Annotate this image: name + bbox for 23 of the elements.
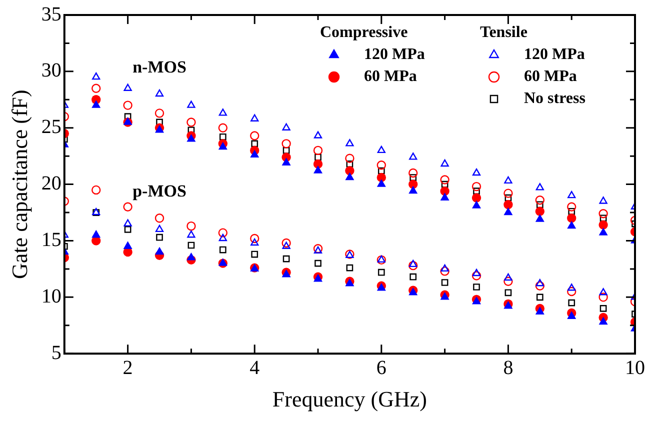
annotation: Compressive [320, 24, 408, 42]
legend-label: 60 MPa [524, 68, 577, 86]
x-tick-label: 2 [122, 356, 133, 379]
annotation: Tensile [480, 24, 528, 42]
x-axis-title: Frequency (GHz) [272, 386, 427, 412]
legend-label: 120 MPa [364, 46, 425, 64]
annotation: p-MOS [132, 182, 186, 201]
y-tick-label: 25 [41, 116, 62, 138]
legend-label: No stress [524, 90, 586, 108]
x-tick-label: 4 [250, 356, 260, 379]
y-axis-title: Gate capacitance (fF) [6, 90, 32, 279]
annotation: n-MOS [132, 57, 186, 76]
x-tick-label: 10 [625, 356, 645, 379]
y-tick-label: 10 [41, 285, 62, 308]
legend-label: 60 MPa [364, 68, 417, 86]
x-tick-label: 6 [376, 356, 386, 379]
x-tick-label: 8 [503, 356, 514, 379]
y-tick-label: 20 [41, 172, 62, 195]
legend-label: 120 MPa [524, 46, 585, 64]
y-tick-label: 5 [51, 342, 62, 364]
y-tick-label: 30 [41, 60, 62, 82]
y-tick-label: 35 [41, 3, 62, 26]
y-tick-label: 15 [41, 228, 62, 251]
